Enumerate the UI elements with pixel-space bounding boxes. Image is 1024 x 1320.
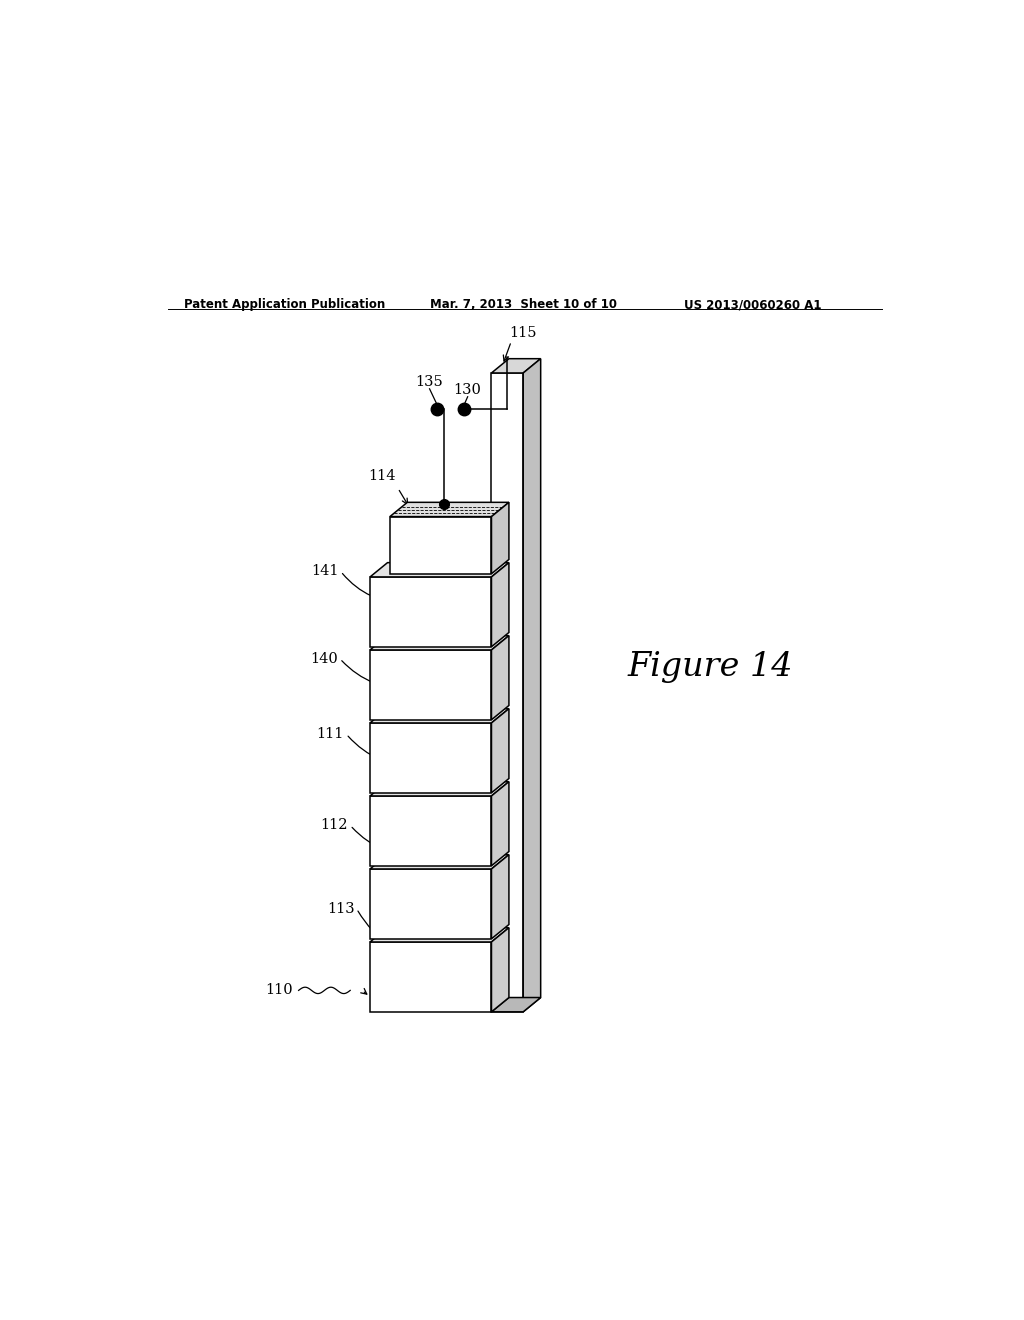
Polygon shape <box>492 854 509 939</box>
Polygon shape <box>523 359 541 1012</box>
Text: 110: 110 <box>265 983 293 998</box>
Polygon shape <box>390 503 509 516</box>
Polygon shape <box>370 781 509 796</box>
Text: Patent Application Publication: Patent Application Publication <box>183 298 385 312</box>
Polygon shape <box>492 359 541 374</box>
Text: 140: 140 <box>310 652 338 665</box>
Polygon shape <box>492 562 509 647</box>
Text: 115: 115 <box>510 326 537 341</box>
Text: Mar. 7, 2013  Sheet 10 of 10: Mar. 7, 2013 Sheet 10 of 10 <box>430 298 616 312</box>
Polygon shape <box>492 928 509 1012</box>
Text: 141: 141 <box>311 565 339 578</box>
Polygon shape <box>370 928 509 942</box>
Polygon shape <box>370 796 492 866</box>
Text: US 2013/0060260 A1: US 2013/0060260 A1 <box>684 298 821 312</box>
Polygon shape <box>370 649 492 719</box>
Polygon shape <box>370 577 492 647</box>
Polygon shape <box>390 516 492 574</box>
Polygon shape <box>370 942 492 1012</box>
Polygon shape <box>370 869 492 939</box>
Polygon shape <box>370 709 509 723</box>
Polygon shape <box>492 636 509 719</box>
Text: 130: 130 <box>454 383 481 397</box>
Text: 112: 112 <box>321 818 348 833</box>
Text: 114: 114 <box>369 469 395 483</box>
Polygon shape <box>370 636 509 649</box>
Polygon shape <box>492 709 509 793</box>
Text: Figure 14: Figure 14 <box>628 651 794 682</box>
Text: 135: 135 <box>416 375 443 389</box>
Polygon shape <box>492 781 509 866</box>
Polygon shape <box>492 374 523 1012</box>
Polygon shape <box>370 854 509 869</box>
Text: 113: 113 <box>327 902 354 916</box>
Polygon shape <box>370 562 509 577</box>
Polygon shape <box>492 503 509 574</box>
Polygon shape <box>370 723 492 793</box>
Polygon shape <box>492 998 541 1012</box>
Text: 111: 111 <box>316 727 344 741</box>
